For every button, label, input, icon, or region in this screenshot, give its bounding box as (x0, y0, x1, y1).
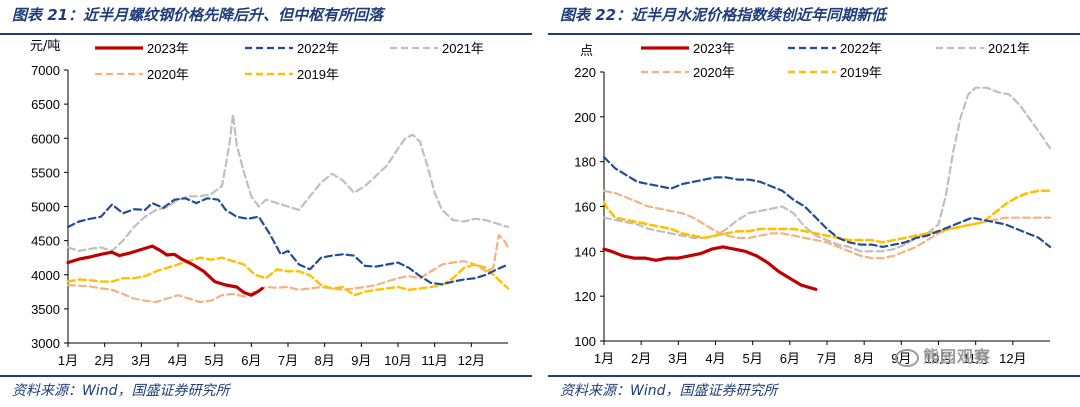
y-tick-label: 3000 (31, 336, 60, 351)
x-tick-label: 8月 (315, 353, 335, 368)
wechat-icon (895, 348, 919, 367)
x-tick-label: 6月 (780, 351, 800, 366)
y-tick-label: 220 (574, 65, 596, 80)
y-tick-label: 6000 (31, 131, 60, 146)
y-tick-label: 5000 (31, 200, 60, 215)
y-tick-label: 140 (574, 244, 596, 259)
y-tick-label: 4500 (31, 234, 60, 249)
y-tick-label: 5500 (31, 165, 60, 180)
series-line-2021年 (66, 113, 510, 252)
legend-label: 2020年 (147, 67, 189, 82)
y-unit-label: 点 (580, 44, 593, 59)
series-line-2023年 (66, 244, 264, 297)
x-tick-label: 5月 (205, 353, 225, 368)
y-tick-label: 6500 (31, 97, 60, 112)
source-rule (548, 375, 1080, 377)
series-line-2022年 (602, 156, 1052, 248)
legend-label: 2021年 (988, 41, 1030, 56)
legend-label: 2020年 (693, 65, 735, 80)
legend-label: 2021年 (442, 41, 484, 56)
x-tick-label: 1月 (594, 351, 614, 366)
series-line-2022年 (66, 197, 510, 286)
series-line-2020年 (602, 189, 1052, 260)
legend-label: 2022年 (297, 41, 339, 56)
y-unit-label: 元/吨 (30, 39, 60, 54)
legend-label: 2023年 (147, 41, 189, 56)
y-tick-label: 7000 (31, 63, 60, 78)
x-tick-label: 7月 (817, 351, 837, 366)
y-tick-label: 3500 (31, 302, 60, 317)
source-rule (0, 375, 532, 377)
x-tick-label: 7月 (278, 353, 298, 368)
x-tick-label: 1月 (58, 353, 78, 368)
legend-label: 2019年 (297, 67, 339, 82)
series-line-2021年 (602, 86, 1052, 253)
x-tick-label: 12月 (999, 351, 1026, 366)
x-tick-label: 3月 (668, 351, 688, 366)
y-tick-label: 4000 (31, 268, 60, 283)
series-line-2019年 (602, 189, 1052, 244)
y-tick-label: 120 (574, 289, 596, 304)
steel-price-chart: 元/吨 3000 3500 4000 4500 5000 5500 6000 6500 7000 1… (30, 39, 510, 368)
panel-steel: 图表 21：近半月螺纹钢价格先降后升、但中枢有所回落 元/吨 3000 3500 40… (0, 0, 532, 407)
y-tick-label: 200 (574, 110, 596, 125)
source-note: 资料来源：Wind，国盛证券研究所 (12, 383, 230, 399)
legend-label: 2019年 (840, 65, 882, 80)
title-rule (0, 33, 532, 35)
x-tick-label: 11月 (962, 351, 989, 366)
panel-cement: 图表 22：近半月水泥价格指数续创近年同期新低 点 100 120 140 160 180… (548, 0, 1080, 407)
legend-label: 2022年 (840, 41, 882, 56)
legend-label: 2023年 (693, 41, 735, 56)
x-tick-label: 2月 (95, 353, 115, 368)
source-note: 资料来源：Wind，国盛证券研究所 (560, 383, 778, 399)
x-tick-label: 12月 (458, 353, 485, 368)
y-tick-label: 160 (574, 200, 596, 215)
x-tick-label: 10月 (384, 353, 411, 368)
x-tick-label: 2月 (631, 351, 651, 366)
chart-title: 图表 21：近半月螺纹钢价格先降后升、但中枢有所回落 (12, 6, 384, 24)
x-tick-label: 3月 (131, 353, 151, 368)
x-tick-label: 6月 (241, 353, 261, 368)
watermark: 熊园观察 (895, 343, 991, 367)
x-tick-label: 8月 (854, 351, 874, 366)
series-line-2020年 (66, 234, 510, 304)
title-rule (548, 33, 1080, 35)
x-tick-label: 11月 (421, 353, 448, 368)
x-tick-label: 9月 (351, 353, 371, 368)
x-tick-label: 10月 (925, 351, 952, 366)
x-tick-label: 4月 (168, 353, 188, 368)
y-tick-label: 180 (574, 155, 596, 170)
watermark-text: 熊园观察 (923, 347, 992, 366)
y-tick-label: 100 (574, 334, 596, 349)
chart-title: 图表 22：近半月水泥价格指数续创近年同期新低 (560, 6, 887, 24)
x-tick-label: 5月 (743, 351, 763, 366)
x-tick-label: 4月 (705, 351, 725, 366)
series-line-2019年 (66, 256, 510, 297)
series-line-2023年 (602, 245, 818, 291)
